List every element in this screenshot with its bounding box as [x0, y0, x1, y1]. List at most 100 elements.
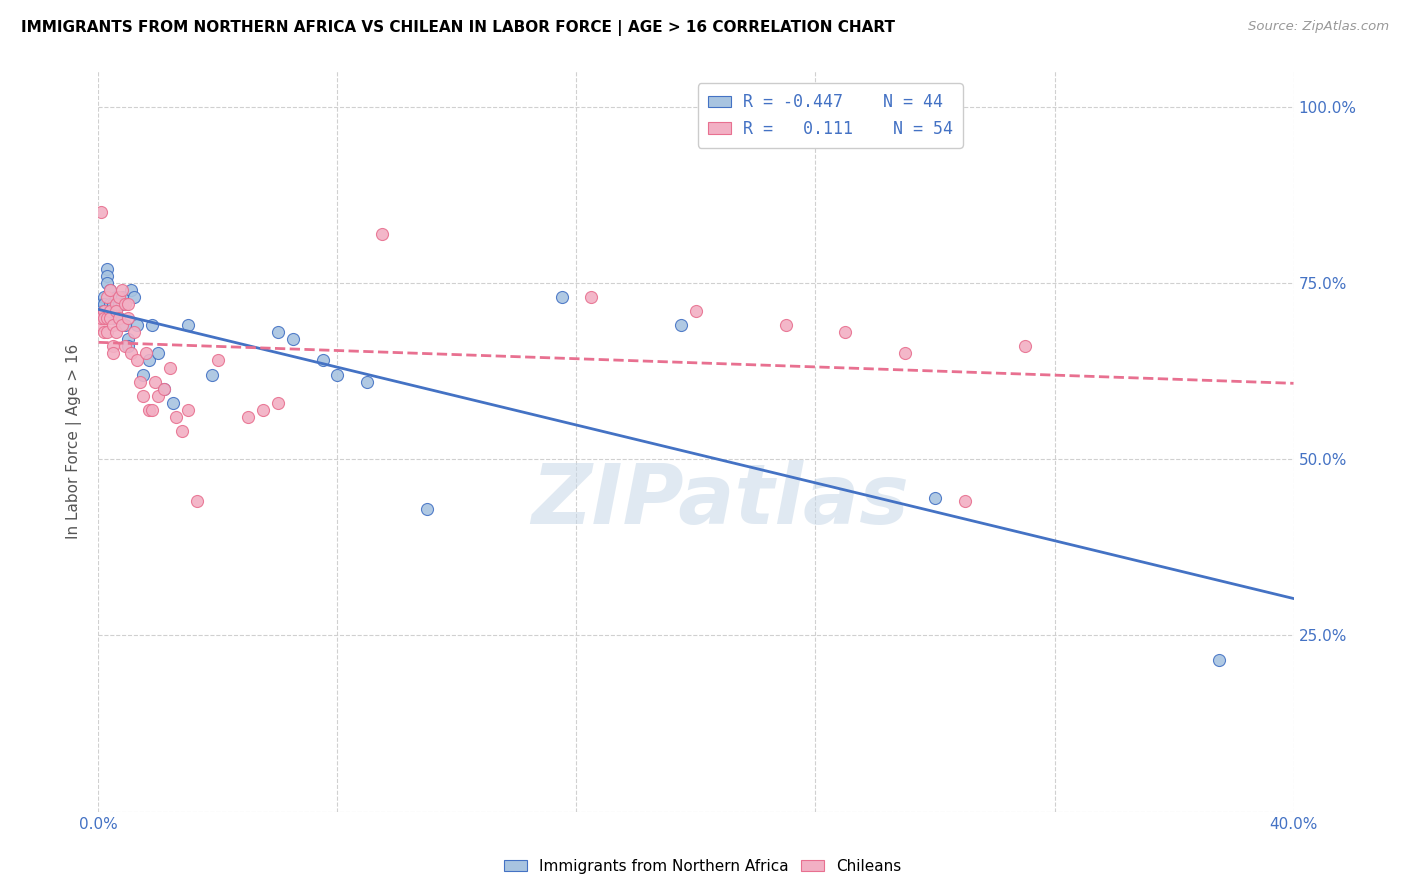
Point	[141, 402, 163, 417]
Point	[93, 304, 115, 318]
Point	[311, 353, 333, 368]
Point	[111, 283, 134, 297]
Point	[98, 304, 122, 318]
Point	[129, 375, 152, 389]
Point	[93, 290, 115, 304]
Point	[96, 290, 118, 304]
Point	[96, 311, 118, 326]
Point	[96, 325, 118, 339]
Point	[127, 318, 149, 333]
Point	[124, 290, 146, 304]
Point	[127, 353, 149, 368]
Text: Source: ZipAtlas.com: Source: ZipAtlas.com	[1249, 20, 1389, 33]
Point	[96, 261, 118, 276]
Point	[93, 304, 115, 318]
Point	[207, 353, 229, 368]
Point	[775, 318, 797, 333]
Point	[90, 318, 112, 333]
Point	[153, 382, 176, 396]
Point	[103, 346, 125, 360]
Point	[90, 205, 112, 219]
Point	[105, 325, 128, 339]
Point	[186, 494, 208, 508]
Point	[326, 368, 349, 382]
Point	[90, 297, 112, 311]
Point	[141, 318, 163, 333]
Point	[267, 396, 290, 410]
Point	[114, 297, 136, 311]
Point	[117, 339, 139, 353]
Point	[111, 297, 134, 311]
Point	[669, 318, 692, 333]
Point	[148, 389, 170, 403]
Point	[416, 501, 439, 516]
Y-axis label: In Labor Force | Age > 16: In Labor Force | Age > 16	[66, 344, 83, 539]
Point	[111, 290, 134, 304]
Point	[90, 311, 112, 326]
Point	[96, 276, 118, 290]
Point	[135, 346, 157, 360]
Point	[111, 318, 134, 333]
Point	[98, 283, 122, 297]
Point	[267, 325, 290, 339]
Point	[124, 325, 146, 339]
Point	[172, 424, 194, 438]
Point	[132, 368, 155, 382]
Point	[105, 290, 128, 304]
Point	[103, 339, 125, 353]
Text: ZIPatlas: ZIPatlas	[531, 460, 908, 541]
Point	[162, 396, 184, 410]
Point	[120, 346, 142, 360]
Point	[98, 283, 122, 297]
Point	[108, 311, 131, 326]
Point	[96, 268, 118, 283]
Point	[550, 290, 572, 304]
Point	[108, 297, 131, 311]
Point	[93, 311, 115, 326]
Point	[132, 389, 155, 403]
Point	[93, 325, 115, 339]
Point	[120, 283, 142, 297]
Point	[165, 409, 187, 424]
Point	[177, 318, 200, 333]
Point	[93, 297, 115, 311]
Point	[103, 311, 125, 326]
Point	[581, 290, 603, 304]
Point	[103, 318, 125, 333]
Legend: Immigrants from Northern Africa, Chileans: Immigrants from Northern Africa, Chilean…	[498, 853, 908, 880]
Point	[281, 332, 304, 346]
Point	[90, 304, 112, 318]
Point	[108, 311, 131, 326]
Point	[98, 311, 122, 326]
Point	[1014, 339, 1036, 353]
Point	[153, 382, 176, 396]
Point	[159, 360, 181, 375]
Point	[105, 304, 128, 318]
Point	[117, 311, 139, 326]
Point	[1208, 653, 1230, 667]
Point	[117, 297, 139, 311]
Point	[143, 375, 166, 389]
Point	[138, 402, 160, 417]
Point	[356, 375, 378, 389]
Point	[103, 297, 125, 311]
Point	[834, 325, 856, 339]
Point	[252, 402, 274, 417]
Point	[148, 346, 170, 360]
Point	[894, 346, 917, 360]
Point	[105, 304, 128, 318]
Point	[117, 332, 139, 346]
Text: IMMIGRANTS FROM NORTHERN AFRICA VS CHILEAN IN LABOR FORCE | AGE > 16 CORRELATION: IMMIGRANTS FROM NORTHERN AFRICA VS CHILE…	[21, 20, 896, 36]
Point	[103, 304, 125, 318]
Point	[98, 297, 122, 311]
Point	[105, 297, 128, 311]
Point	[114, 318, 136, 333]
Point	[177, 402, 200, 417]
Point	[924, 491, 946, 505]
Point	[114, 339, 136, 353]
Point	[201, 368, 224, 382]
Point	[953, 494, 976, 508]
Point	[108, 290, 131, 304]
Point	[138, 353, 160, 368]
Point	[98, 304, 122, 318]
